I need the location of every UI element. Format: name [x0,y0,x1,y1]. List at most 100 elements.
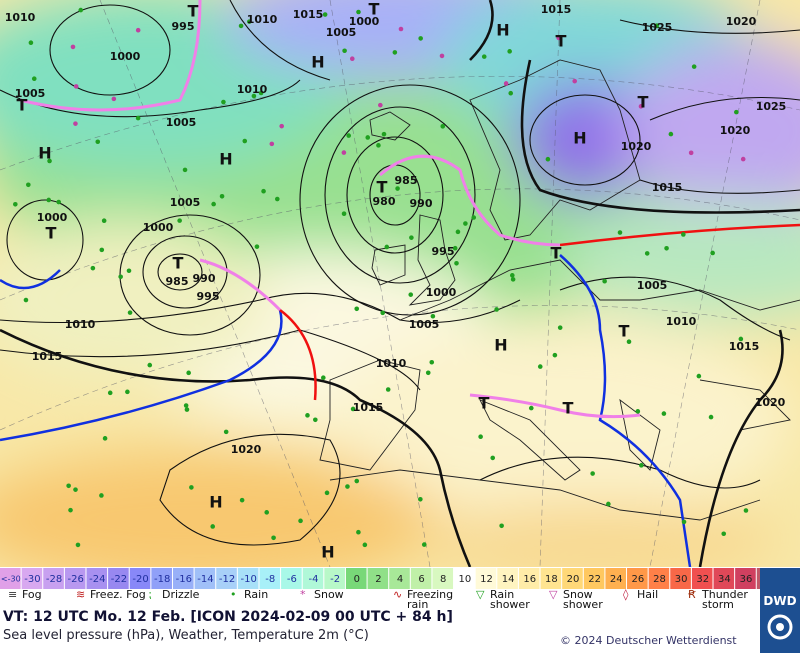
weather-dot [184,407,190,412]
legend-label: Thunder storm [702,588,748,611]
scale-label: 8 [440,574,446,585]
weather-dot [223,429,229,435]
weather-dot [617,230,623,235]
weather-dot [688,150,694,156]
weather-dot [499,523,504,529]
weather-dot [395,186,400,191]
weather-dot [463,221,468,226]
weather-dot [99,247,105,253]
legend-item: ◊ Hail [623,589,658,600]
weather-dot [56,199,62,205]
weather-dot [313,417,318,423]
scale-cell [0,568,21,589]
scale-label: 4 [397,574,403,585]
weather-dot [322,12,328,17]
pressure-center: T [551,244,562,263]
footer: ≡ Fog ≋ Freez. Fog ⁏ Drizzle • Rain * Snow ∿ Freezi… [0,568,800,653]
weather-dot [408,292,414,297]
pressure-label: 1025 [756,100,787,113]
scale-label: 2 [375,574,381,585]
pressure-center: H [573,129,586,148]
scale-label: -24 [89,574,105,585]
weather-dot [210,524,216,529]
pressure-label: 1025 [642,21,673,34]
legend-icon: • [230,588,237,601]
pressure-label: 1010 [376,357,407,370]
weather-dot [183,403,189,408]
weather-dot [75,542,81,548]
legend-icon: Ꞧ [688,588,696,601]
weather-dot [354,306,360,312]
pressure-center: H [496,21,509,40]
pressure-label: 1015 [729,340,760,353]
weather-dot [99,493,104,498]
weather-dot [691,64,697,69]
weather-dot [481,54,487,59]
graticule [0,0,800,568]
scale-cell [324,568,345,589]
pressure-center: T [369,0,380,19]
weather-dot [73,84,79,89]
weather-dot [545,156,551,162]
weather-dot [381,131,387,137]
weather-dot [557,325,563,330]
weather-dot [349,56,355,62]
weather-dot [182,167,188,173]
weather-dot [345,484,350,489]
weather-dot [429,359,435,365]
pressure-center: H [311,53,324,72]
pressure-label: 995 [197,290,220,303]
weather-dot [398,26,404,32]
weather-dot [127,310,133,315]
pressure-label: 985 [395,174,418,187]
weather-dot [31,76,37,82]
weather-dot [70,44,76,50]
pressure-label: 1015 [541,3,572,16]
scale-label: 26 [631,574,644,585]
weather-dot [189,485,194,490]
scale-cell [367,568,389,589]
weather-dot [242,138,248,144]
weather-dot [590,471,595,476]
pressure-label: 1005 [326,26,357,39]
scale-cell [735,568,756,589]
scale-label: 28 [653,574,666,585]
isobars [0,0,800,568]
weather-dot [269,141,275,147]
weather-dot [305,413,310,418]
weather-dot [421,542,427,547]
scale-cell [648,568,670,589]
weather-dot [274,196,280,202]
weather-dot [147,362,153,368]
weather-dot [708,414,714,420]
weather-dot [356,9,361,15]
scale-cell [670,568,691,589]
scale-label: -30 [24,574,40,585]
scale-label: 22 [588,574,601,585]
scale-label: 6 [418,574,424,585]
weather-dot [219,194,225,199]
weather-dot [490,455,496,461]
weather-dot [556,35,561,41]
legend-label: Snow shower [563,588,603,611]
pressure-center: H [494,336,507,355]
scale-cell [172,568,194,589]
scale-cell [389,568,410,589]
pressure-center: T [188,2,199,21]
weather-dot [644,251,650,256]
coastlines [319,59,800,521]
weather-dot [26,182,31,188]
pressure-label: 995 [172,20,195,33]
scale-label: -26 [68,574,84,585]
weather-dot [47,158,52,164]
weather-dot [221,99,226,105]
weather-dot [380,310,386,316]
scale-label: -2 [330,574,340,585]
weather-dot [324,490,330,496]
weather-dot [341,211,347,216]
legend-icon: ▽ [476,588,485,601]
pressure-center: T [479,394,490,413]
weather-dot [440,124,446,129]
scale-label: <-30 [1,575,21,584]
